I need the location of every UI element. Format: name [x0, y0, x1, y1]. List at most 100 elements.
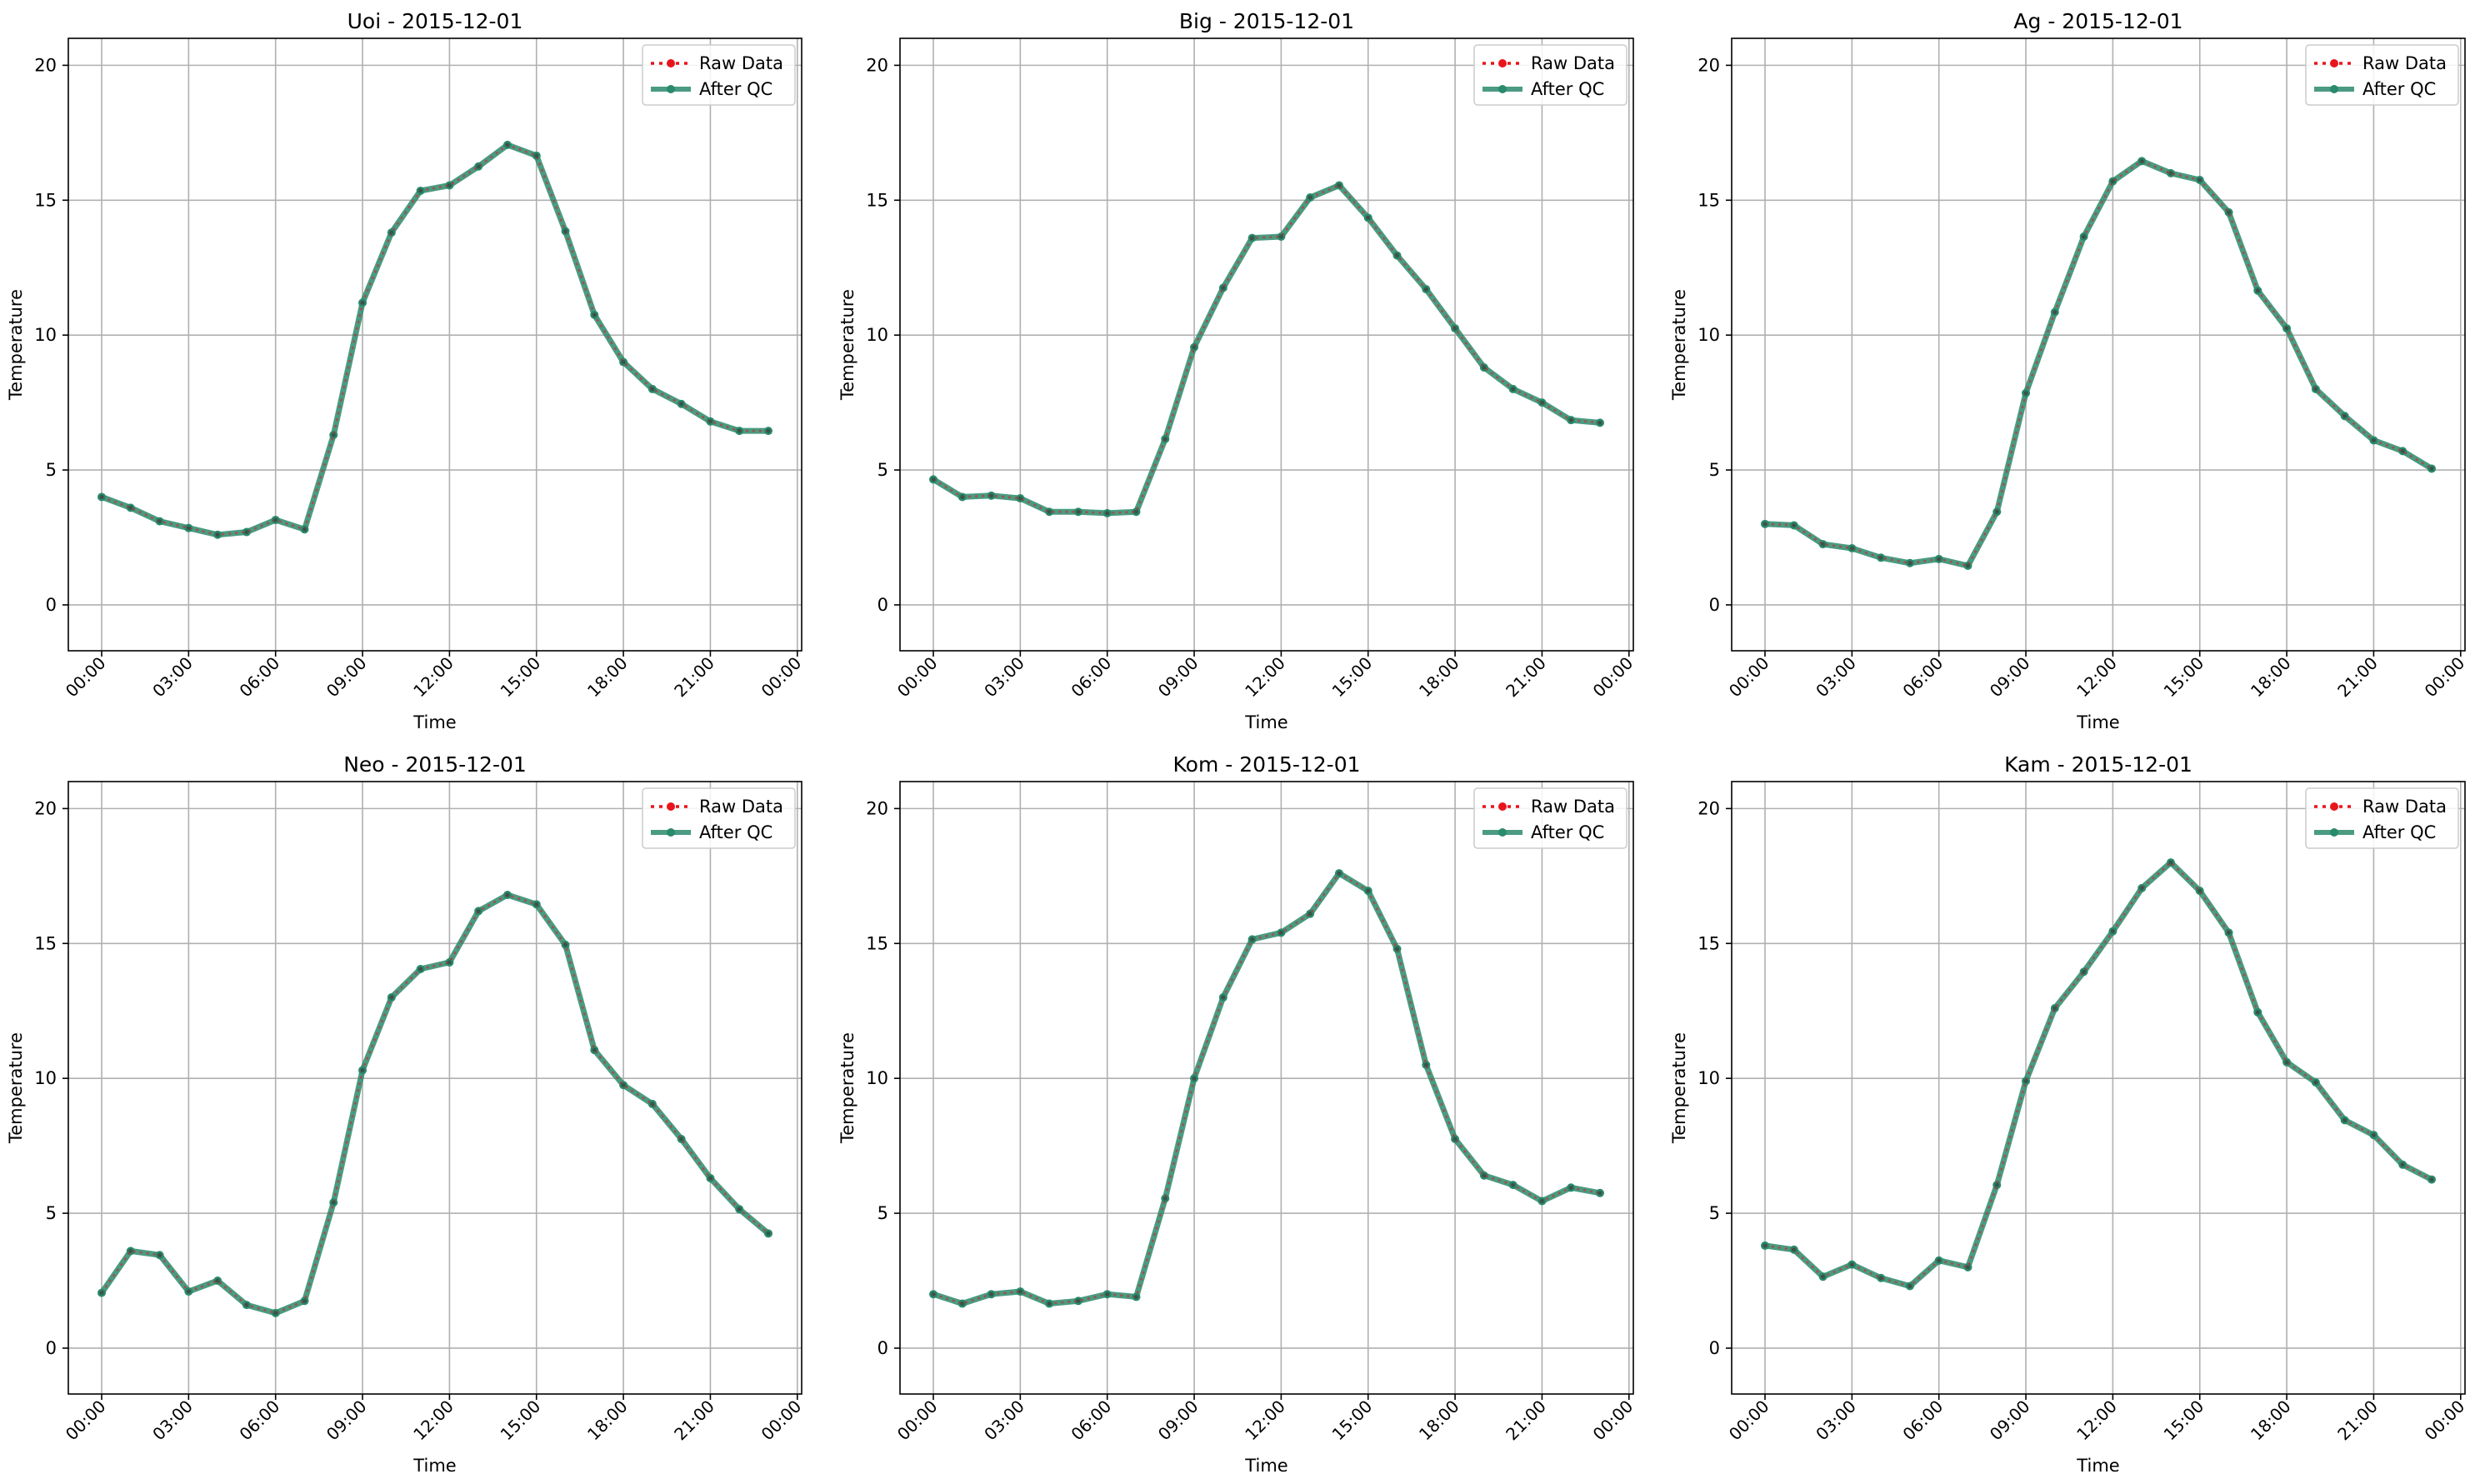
x-tick-label: 12:00: [1241, 1397, 1289, 1445]
x-tick-label: 12:00: [1241, 653, 1289, 702]
data-point-raw-data: [1878, 555, 1883, 560]
series-line-raw-data: [101, 143, 768, 537]
y-tick-label: 0: [878, 1338, 888, 1358]
data-point-raw-data: [2168, 171, 2173, 176]
legend: Raw Data After QC: [1473, 44, 1628, 106]
data-point-raw-data: [186, 526, 191, 531]
data-point-raw-data: [534, 153, 539, 158]
data-point-raw-data: [2313, 1080, 2318, 1085]
x-tick-label: 21:00: [2333, 653, 2382, 702]
x-tick-label: 00:00: [893, 653, 942, 702]
data-point-raw-data: [360, 300, 365, 305]
chart-panel-6: 00:00 03:00 06:00 09:00 12:00 15:00 18:00 21:00…: [1669, 752, 2468, 1476]
data-point-raw-data: [1792, 1247, 1797, 1252]
data-point-raw-data: [476, 164, 481, 169]
x-axis-label: Time: [412, 1456, 456, 1476]
data-point-raw-data: [562, 942, 568, 947]
series-line-after-qc: [932, 870, 1601, 1307]
legend: Raw Data After QC: [2305, 44, 2459, 106]
y-tick-label: 10: [34, 1068, 57, 1088]
x-tick-label: 18:00: [583, 653, 632, 702]
legend: Raw Data After QC: [1473, 787, 1628, 849]
y-tick-label: 10: [866, 325, 888, 345]
data-point-raw-data: [1452, 326, 1458, 331]
x-tick-label: 21:00: [670, 653, 718, 702]
data-point-raw-data: [2110, 179, 2115, 184]
data-point-raw-data: [186, 1289, 191, 1294]
data-point-raw-data: [1965, 563, 1971, 568]
data-point-raw-data: [2400, 448, 2405, 453]
data-point-raw-data: [1278, 930, 1283, 935]
y-axis-label: Temperature: [838, 289, 858, 401]
x-tick-label: 15:00: [2160, 1397, 2208, 1445]
legend: Raw Data After QC: [642, 44, 796, 106]
data-point-raw-data: [1482, 365, 1487, 370]
legend-raw-label: Raw Data: [699, 53, 783, 73]
data-point-raw-data: [1047, 509, 1052, 514]
data-point-raw-data: [679, 402, 684, 407]
chart-title: Uoi - 2015-12-01: [348, 9, 523, 33]
data-point-raw-data: [931, 1292, 936, 1297]
data-point-raw-data: [2226, 210, 2232, 215]
data-point-raw-data: [2255, 1010, 2260, 1015]
axes-frame: [1731, 781, 2466, 1395]
data-point-raw-data: [1250, 937, 1255, 942]
chart-panel-5: 00:00 03:00 06:00 09:00 12:00 15:00 18:00 21:00…: [838, 752, 1637, 1476]
legend: Raw Data After QC: [2305, 787, 2459, 849]
data-point-raw-data: [1539, 1198, 1545, 1204]
legend-qc-label: After QC: [699, 79, 772, 99]
legend-qc-marker: [2330, 85, 2338, 93]
data-point-raw-data: [476, 908, 481, 914]
data-point-raw-data: [960, 494, 965, 500]
x-tick-label: 06:00: [236, 1397, 284, 1445]
x-tick-label: 09:00: [322, 653, 371, 702]
data-point-raw-data: [1511, 387, 1516, 392]
data-point-raw-data: [1482, 1173, 1487, 1178]
x-tick-label: 21:00: [1502, 1397, 1550, 1445]
data-point-raw-data: [1423, 287, 1428, 292]
data-point-raw-data: [1278, 234, 1283, 239]
data-point-raw-data: [2198, 177, 2202, 182]
axes-frame: [899, 37, 1634, 652]
data-point-raw-data: [1337, 871, 1342, 876]
x-tick-label: 18:00: [2247, 653, 2295, 702]
y-tick-label: 15: [1698, 190, 1720, 210]
data-point-raw-data: [2342, 1117, 2348, 1122]
data-point-raw-data: [650, 1102, 655, 1107]
data-point-raw-data: [2052, 310, 2058, 315]
x-tick-label: 15:00: [497, 1397, 545, 1445]
y-axis-label: Temperature: [1669, 289, 1689, 401]
data-point-raw-data: [418, 188, 423, 193]
data-point-raw-data: [128, 1248, 133, 1253]
y-tick-label: 15: [866, 933, 888, 953]
series-line-raw-data: [100, 893, 769, 1315]
axes-frame: [1731, 37, 2466, 652]
legend-raw-label: Raw Data: [2362, 797, 2447, 817]
x-tick-label: 12:00: [409, 1397, 458, 1445]
chart-title: Kam - 2015-12-01: [2004, 752, 2192, 777]
y-axis-label: Temperature: [1669, 1032, 1689, 1144]
x-tick-label: 18:00: [1415, 1397, 1463, 1445]
x-tick-label: 00:00: [1589, 1397, 1638, 1445]
y-tick-label: 5: [1709, 460, 1720, 480]
y-tick-label: 20: [34, 798, 57, 818]
data-point-raw-data: [766, 1231, 771, 1236]
data-point-raw-data: [1394, 253, 1400, 258]
data-point-raw-data: [157, 518, 162, 524]
axes-frame: [899, 781, 1634, 1395]
legend-qc-label: After QC: [1531, 79, 1604, 99]
data-point-raw-data: [534, 902, 539, 907]
legend-qc-marker: [667, 828, 675, 837]
legend-qc-label: After QC: [1531, 822, 1604, 842]
y-tick-label: 0: [1709, 1338, 1720, 1358]
y-tick-label: 0: [46, 1338, 57, 1358]
data-point-raw-data: [737, 428, 742, 433]
legend-raw-marker: [2330, 59, 2338, 67]
data-point-raw-data: [1162, 1196, 1168, 1201]
data-point-raw-data: [2198, 888, 2202, 893]
y-tick-label: 0: [878, 595, 888, 615]
series-line-after-qc: [99, 892, 771, 1317]
x-tick-label: 12:00: [409, 653, 458, 702]
x-tick-label: 00:00: [758, 653, 806, 702]
x-tick-label: 12:00: [2072, 1397, 2121, 1445]
